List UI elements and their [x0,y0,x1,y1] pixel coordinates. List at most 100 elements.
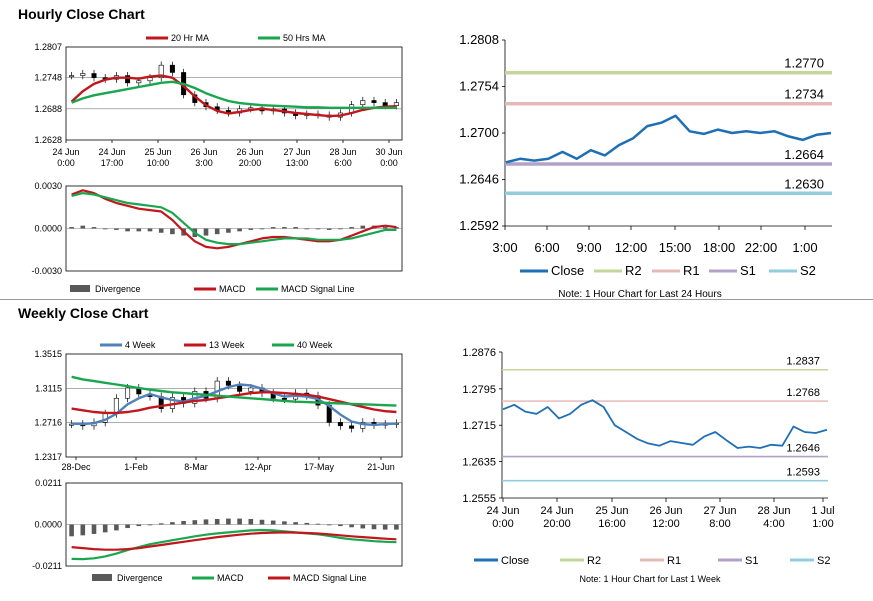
hourly_candles-candle [69,75,75,78]
weekly_candles-y-tick: 1.3515 [34,349,62,359]
weekly_candles-x-label: 17-May [304,462,335,472]
hourly_candles-50-hrs-ma-line [71,80,397,110]
weekly_levels-close-line [502,399,828,449]
hourly_macd-divergence-bar [125,228,130,232]
hourly_macd-divergence-bar [360,225,366,229]
weekly_levels-x-label-sub: 20:00 [543,518,571,530]
weekly_macd-divergence-bar [147,524,153,526]
hourly_macd-divergence-bar [338,228,343,230]
weekly_macd-macd-line [71,528,397,561]
hourly_levels-x-label: 15:00 [659,240,692,255]
hourly_candles-candle [169,64,175,73]
hourly_levels-level-label-s1: 1.2664 [784,147,824,162]
hourly_levels-y-tick: 1.2754 [459,79,499,94]
hourly_macd-divergence-bar [226,228,231,233]
hourly_macd-divergence-bar [270,227,276,229]
weekly_levels-level-label-r2: 1.2837 [786,356,820,368]
weekly_macd-divergence-bar [170,522,175,525]
hourly_candles-x-label: 28 Jun [329,147,356,157]
hourly_levels-x-label: 6:00 [534,240,559,255]
weekly_macd-y-tick: -0.0211 [32,561,62,571]
weekly_levels-x-label: 26 Jun [649,505,682,517]
hourly_candles-x-label-sub: 10:00 [147,158,170,168]
weekly_macd-divergence-bar [282,521,287,525]
hourly_candles-y-tick: 1.2748 [34,73,62,83]
weekly_levels-x-label-sub: 0:00 [492,518,513,530]
weekly_candles-frame [65,353,403,458]
weekly_levels-legend-label-1: R2 [587,555,601,567]
hourly_levels-level-label-s2: 1.2630 [784,176,824,191]
hourly_macd-legend-0-label: Divergence [95,284,141,294]
hourly_macd-divergence-bar [147,228,153,232]
hourly_levels-y-tick: 1.2592 [459,218,499,233]
hourly_levels-level-label-r1: 1.2734 [784,87,824,102]
weekly_macd-divergence-bar [102,524,108,533]
weekly_candles-legend-2-label: 40 Week [297,340,333,350]
hourly_candles-x-label: 24 Jun [98,147,125,157]
hourly_candles-20-hr-ma-line [70,74,397,118]
weekly_macd-legend-1-label: MACD [217,573,244,583]
hourly_macd-divergence-bar [69,227,74,229]
weekly_macd-divergence-bar [270,520,276,525]
hourly_levels-note: Note: 1 Hour Chart for Last 24 Hours [558,289,721,300]
weekly_levels-legend-label-2: R1 [667,555,681,567]
hourly_levels-x-label: 1:00 [792,240,817,255]
weekly_macd-legend-2-label: MACD Signal Line [293,573,367,583]
hourly_candles-candle [371,100,377,103]
hourly_candles-y-tick: 1.2628 [34,135,62,145]
hourly_candles-legend-1-label: 50 Hrs MA [283,33,326,43]
hourly_levels-y-tick: 1.2808 [459,32,499,47]
weekly_levels-x-label: 28 Jun [757,505,790,517]
weekly_macd-divergence-bar [125,524,130,529]
hourly_candles-candle [91,73,97,78]
weekly_macd-legend-0-swatch [92,574,112,581]
hourly_levels-legend-label-3: S1 [740,263,756,278]
hourly_levels-level-label-r2: 1.2770 [784,56,824,71]
hourly_candles-x-label-sub: 13:00 [286,158,309,168]
hourly_candles-x-label: 26 Jun [236,147,263,157]
hourly_levels-y-tick: 1.2646 [459,172,499,187]
weekly_macd-divergence-bar [326,524,332,526]
weekly_levels-x-label: 24 Jun [540,505,573,517]
weekly_candles-x-label: 21-Jun [367,462,395,472]
weekly_levels-x-label-sub: 8:00 [709,518,730,530]
hourly_macd-y-tick: -0.0030 [31,266,62,276]
hourly_levels-x-label: 18:00 [703,240,736,255]
hourly_macd-divergence-bar [102,228,108,230]
weekly_macd-divergence-bar [237,518,242,525]
hourly-section-title: Hourly Close Chart [18,6,145,22]
hourly_candles-x-label-sub: 6:00 [334,158,352,168]
hourly_candles-candle [360,100,366,105]
hourly_candles-legend-0-label: 20 Hr MA [171,33,209,43]
hourly_candles-x-label: 25 Jun [144,147,171,157]
weekly_candles-y-tick: 1.2317 [34,452,62,462]
hourly_macd-divergence-bar [80,225,86,229]
weekly_candles-x-label: 28-Dec [61,462,91,472]
weekly_levels-level-label-s1: 1.2646 [786,443,820,455]
weekly_macd-divergence-bar [181,520,186,525]
weekly_levels-legend-label-4: S2 [817,555,830,567]
weekly_candles-candle [248,387,254,392]
weekly_candles-legend-0-label: 4 Week [125,340,156,350]
hourly_macd-divergence-bar [237,228,242,232]
hourly_macd-divergence-bar [259,228,265,230]
hourly_candles-candle [147,77,153,82]
hourly_macd-divergence-bar [382,227,388,229]
hourly_macd-divergence-bar [315,228,321,230]
hourly_levels-legend-label-2: R1 [683,263,700,278]
hourly_candles-candle [393,102,399,107]
weekly_candles-x-label: 8-Mar [184,462,208,472]
hourly_levels-x-label: 3:00 [492,240,517,255]
hourly_levels-y-tick: 1.2700 [459,125,499,140]
weekly_candles-x-label: 12-Apr [244,462,271,472]
weekly_macd-divergence-bar [80,524,86,536]
hourly_candles-x-label-sub: 20:00 [239,158,262,168]
weekly_macd-divergence-bar [214,518,220,525]
weekly_candles-y-tick: 1.3115 [35,383,62,393]
weekly_macd-divergence-bar [315,523,321,525]
hourly_macd-y-tick: 0.0030 [34,181,62,191]
weekly_candles-x-label: 1-Feb [124,462,148,472]
hourly_macd-legend-2-label: MACD Signal Line [281,284,355,294]
hourly_macd-divergence-bar [394,227,399,229]
